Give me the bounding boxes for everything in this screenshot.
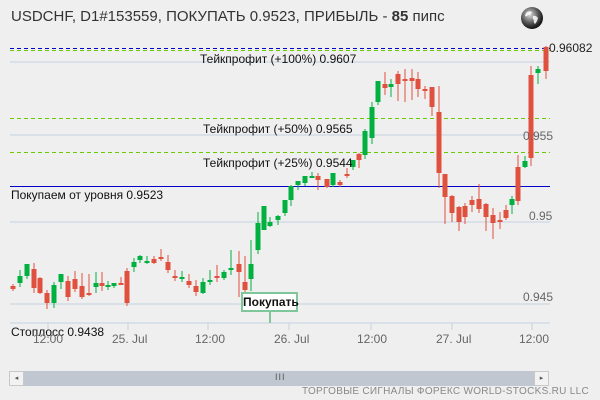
takeprofit-25-label: Тейкпрофит (+25%) 0.9544 [203,156,353,170]
x-tick-label: 27. Jul [436,332,472,346]
x-tick-label: 12:00 [33,332,64,346]
x-tick-label: 12:00 [519,332,550,346]
y-tick-095: 0.95 [529,209,553,223]
entry-level-label: Покупаем от уровня 0.9523 [11,188,164,202]
title-prefix: USDCHF, D1#153559, ПОКУПАТЬ 0.9523, ПРИБ… [11,8,392,25]
x-tick-label: 12:00 [195,332,226,346]
y-tick-0955: 0.955 [523,129,554,143]
x-tick-label: 26. Jul [274,332,310,346]
stoploss-label: Стоплосс 0.9438 [11,325,105,339]
takeprofit-50-label: Тейкпрофит (+50%) 0.9565 [203,122,353,136]
price-chart [10,46,550,330]
horizontal-scrollbar[interactable]: ◂ III ▸ [9,371,549,386]
x-tick-label: 25. Jul [112,332,148,346]
takeprofit-100-label: Тейкпрофит (+100%) 0.9607 [200,52,357,66]
globe-icon[interactable] [520,6,544,30]
profit-unit: пипс [408,8,445,25]
buy-signal-flag[interactable]: Покупать [241,292,299,312]
scroll-left-button[interactable]: ◂ [9,371,24,386]
chart-title: USDCHF, D1#153559, ПОКУПАТЬ 0.9523, ПРИБ… [11,8,445,25]
scroll-right-button[interactable]: ▸ [534,371,549,386]
credits-text: ТОРГОВЫЕ СИГНАЛЫ ФОРЕКС WORLD-STOCKS.RU … [301,386,589,397]
scroll-grip[interactable]: III [275,372,286,382]
x-tick-label: 12:00 [357,332,388,346]
profit-value: 85 [391,8,409,25]
current-price-label: 0.96082 [549,41,593,55]
y-tick-0945: 0.945 [523,290,554,304]
